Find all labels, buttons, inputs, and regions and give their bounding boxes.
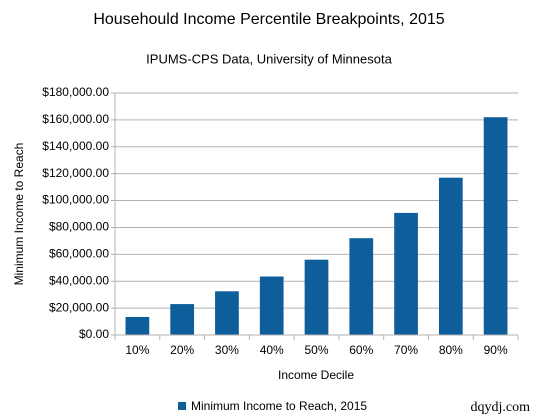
x-axis-label: Income Decile [278, 368, 354, 382]
watermark: dqydj.com [471, 400, 531, 415]
bar [304, 259, 329, 335]
y-tick-label: $160,000.00 [42, 112, 109, 126]
bar [394, 212, 418, 335]
x-tick-label: 90% [484, 343, 508, 357]
bar [438, 177, 463, 335]
y-tick-label: $40,000.00 [49, 273, 109, 287]
y-tick-label: $0.00 [79, 327, 109, 341]
bar [125, 316, 150, 335]
y-tick-label: $180,000.00 [42, 85, 109, 99]
y-tick-label: $20,000.00 [49, 300, 109, 314]
bar [215, 291, 239, 335]
bar [170, 304, 195, 335]
x-tick-label: 40% [260, 343, 284, 357]
x-tick-label: 70% [394, 343, 418, 357]
y-tick-label: $100,000.00 [42, 193, 109, 207]
y-tick-label: $120,000.00 [42, 166, 109, 180]
y-tick-label: $80,000.00 [49, 220, 109, 234]
y-axis-label: Minimum Income to Reach [12, 143, 26, 286]
x-tick-label: 50% [304, 343, 328, 357]
bar [483, 117, 508, 335]
y-tick-label: $60,000.00 [49, 247, 109, 261]
x-tick-label: 10% [125, 343, 149, 357]
chart-subtitle: IPUMS-CPS Data, University of Minnesota [146, 51, 392, 66]
x-tick-label: 30% [215, 343, 239, 357]
bar [259, 276, 284, 335]
x-tick-label: 20% [170, 343, 194, 357]
legend-swatch [178, 402, 186, 410]
bar [349, 238, 374, 335]
x-tick-label: 60% [349, 343, 373, 357]
x-tick-label: 80% [439, 343, 463, 357]
y-tick-label: $140,000.00 [42, 139, 109, 153]
chart-title: Househould Income Percentile Breakpoints… [93, 11, 444, 28]
legend-label: Minimum Income to Reach, 2015 [191, 399, 367, 413]
